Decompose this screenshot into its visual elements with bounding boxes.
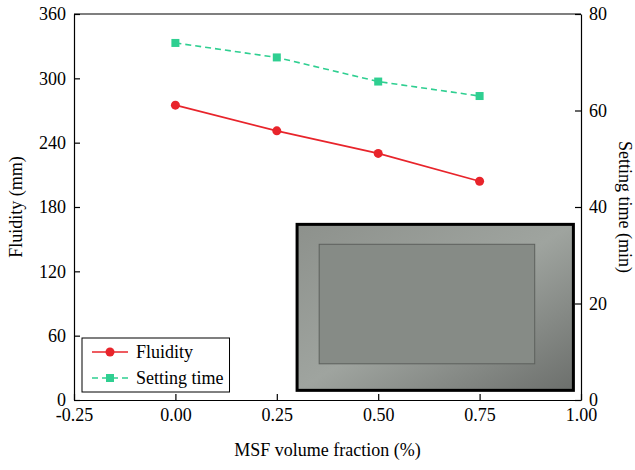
tick-label: 0.75: [464, 405, 496, 425]
tick-label: 0.50: [363, 405, 395, 425]
tick-label: 40: [589, 197, 607, 217]
tick-label: 0.25: [262, 405, 294, 425]
legend-box: [82, 338, 230, 392]
marker: [171, 39, 179, 47]
marker: [374, 149, 383, 158]
legend-label: Setting time: [136, 368, 224, 388]
tick: 0: [57, 390, 80, 410]
tick: 240: [39, 133, 80, 153]
tick-mark: [74, 400, 80, 401]
plot: -0.250.000.250.500.751.00060120180240300…: [39, 4, 607, 425]
tick-mark: [575, 110, 581, 111]
tick: 300: [39, 69, 80, 89]
legend-marker: [106, 348, 115, 357]
marker: [374, 78, 382, 86]
tick-label: 0: [57, 390, 66, 410]
legend-marker: [106, 374, 114, 382]
tick-mark: [74, 78, 80, 79]
marker: [272, 126, 281, 135]
tick-label: 0.00: [160, 405, 192, 425]
y2-axis-title: Setting time (min): [614, 141, 635, 273]
tick-label: 360: [39, 4, 66, 24]
tick: 120: [39, 262, 80, 282]
marker: [476, 92, 484, 100]
x-axis: -0.250.000.250.500.751.00: [56, 394, 598, 425]
tick-mark: [74, 271, 80, 272]
inset-photo: [297, 224, 573, 390]
tick-mark: [575, 400, 581, 401]
tick-mark: [575, 207, 581, 208]
x-axis-line: [75, 400, 582, 401]
tick-mark: [175, 394, 176, 400]
tick-mark: [575, 303, 581, 304]
marks: [171, 39, 484, 186]
tick-label: 80: [589, 4, 607, 24]
tick: 0.00: [160, 394, 192, 425]
tick-mark: [480, 394, 481, 400]
inset-photo-specimen: [319, 244, 535, 364]
frame: [74, 13, 581, 14]
tick: 60: [48, 326, 80, 346]
tick-mark: [378, 394, 379, 400]
tick: 0.25: [262, 394, 294, 425]
inset-photo-frame: [297, 224, 573, 390]
tick-mark: [74, 336, 80, 337]
chart: -0.250.000.250.500.751.00060120180240300…: [0, 0, 635, 470]
y-axis-title: Fluidity (mm): [6, 156, 27, 258]
tick: 0.75: [464, 394, 496, 425]
tick-label: 60: [48, 326, 66, 346]
legend-label: Fluidity: [136, 342, 193, 362]
tick: 0.50: [363, 394, 395, 425]
tick-label: 180: [39, 197, 66, 217]
legend: Fluidity Setting time: [82, 338, 230, 392]
series-line: [175, 105, 479, 181]
marker: [171, 101, 180, 110]
x-axis-title: MSF volume fraction (%): [234, 440, 420, 461]
y2-axis-line: [581, 15, 582, 401]
tick-label: 120: [39, 262, 66, 282]
tick: 60: [575, 101, 607, 121]
tick: 180: [39, 197, 80, 217]
tick-mark: [277, 394, 278, 400]
tick-label: 20: [589, 294, 607, 314]
tick-label: 0: [589, 390, 598, 410]
tick-mark: [74, 207, 80, 208]
tick-label: 240: [39, 133, 66, 153]
marker: [273, 53, 281, 61]
tick: 20: [575, 294, 607, 314]
tick: 40: [575, 197, 607, 217]
tick-label: 60: [589, 101, 607, 121]
series-line: [175, 43, 479, 96]
tick-mark: [74, 143, 80, 144]
y-axis: 0 60 120 180 240 300 360: [39, 4, 80, 410]
y2-axis: 0 20 40 60 80: [575, 4, 607, 410]
marker: [475, 177, 484, 186]
tick: 360: [39, 4, 80, 24]
tick-label: 300: [39, 69, 66, 89]
tick: 0: [575, 390, 598, 410]
